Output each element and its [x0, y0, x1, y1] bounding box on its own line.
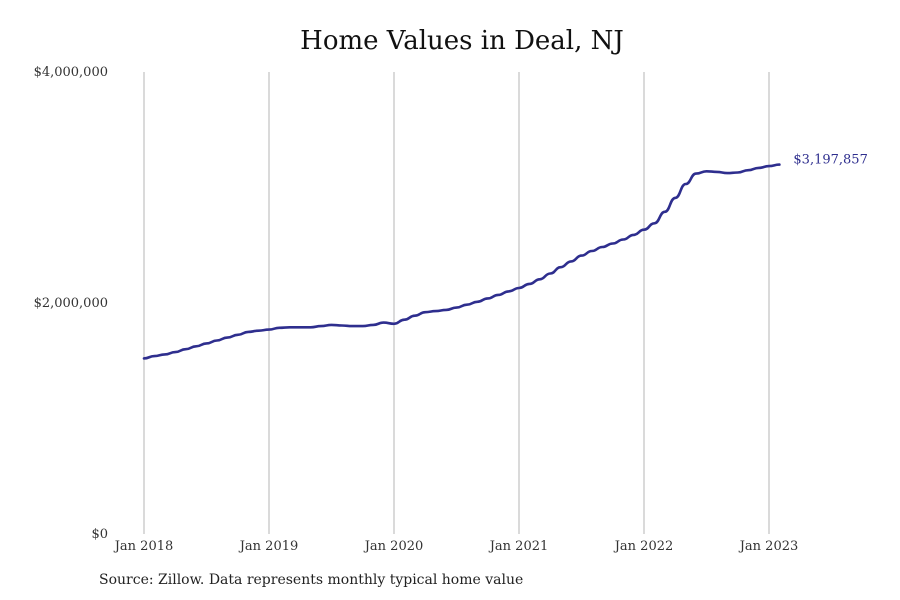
- y-tick-label: $2,000,000: [34, 296, 108, 311]
- source-note: Source: Zillow. Data represents monthly …: [99, 572, 524, 588]
- y-tick-label: $4,000,000: [34, 65, 108, 80]
- x-tick-label: Jan 2018: [113, 539, 174, 554]
- gridlines: [143, 72, 770, 534]
- series-line: [142, 163, 781, 360]
- series-group: [142, 163, 781, 360]
- x-tick-label: Jan 2023: [738, 539, 799, 554]
- end-value-label: $3,197,857: [793, 153, 867, 168]
- x-tick-label: Jan 2020: [363, 539, 424, 554]
- y-axis-ticks: $0 $2,000,000 $4,000,000: [34, 65, 108, 542]
- y-tick-label: $0: [91, 527, 108, 542]
- x-tick-label: Jan 2019: [238, 539, 299, 554]
- x-tick-label: Jan 2022: [613, 539, 674, 554]
- chart-title: Home Values in Deal, NJ: [300, 26, 624, 56]
- end-label-group: $3,197,857: [793, 153, 867, 168]
- x-tick-label: Jan 2021: [488, 539, 549, 554]
- x-axis-ticks: Jan 2018 Jan 2019 Jan 2020 Jan 2021 Jan 2022…: [113, 539, 799, 554]
